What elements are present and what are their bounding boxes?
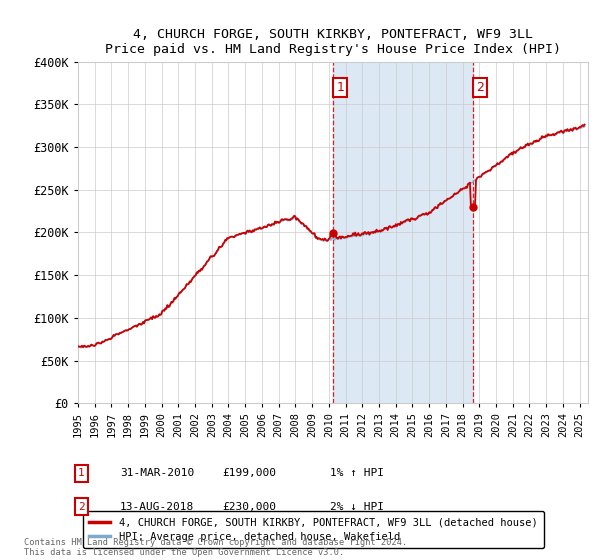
- Text: 13-AUG-2018: 13-AUG-2018: [120, 502, 194, 512]
- Legend: 4, CHURCH FORGE, SOUTH KIRKBY, PONTEFRACT, WF9 3LL (detached house), HPI: Averag: 4, CHURCH FORGE, SOUTH KIRKBY, PONTEFRAC…: [83, 511, 544, 548]
- Text: 2: 2: [476, 81, 484, 94]
- Text: £199,000: £199,000: [222, 468, 276, 478]
- Bar: [333, 62, 473, 403]
- Text: Contains HM Land Registry data © Crown copyright and database right 2024.
This d: Contains HM Land Registry data © Crown c…: [24, 538, 407, 557]
- Text: 31-MAR-2010: 31-MAR-2010: [120, 468, 194, 478]
- Title: 4, CHURCH FORGE, SOUTH KIRKBY, PONTEFRACT, WF9 3LL
Price paid vs. HM Land Regist: 4, CHURCH FORGE, SOUTH KIRKBY, PONTEFRAC…: [105, 28, 561, 56]
- Text: 1: 1: [78, 468, 85, 478]
- Text: 2% ↓ HPI: 2% ↓ HPI: [330, 502, 384, 512]
- Text: 1% ↑ HPI: 1% ↑ HPI: [330, 468, 384, 478]
- Text: 2: 2: [78, 502, 85, 512]
- Text: £230,000: £230,000: [222, 502, 276, 512]
- Text: 1: 1: [337, 81, 344, 94]
